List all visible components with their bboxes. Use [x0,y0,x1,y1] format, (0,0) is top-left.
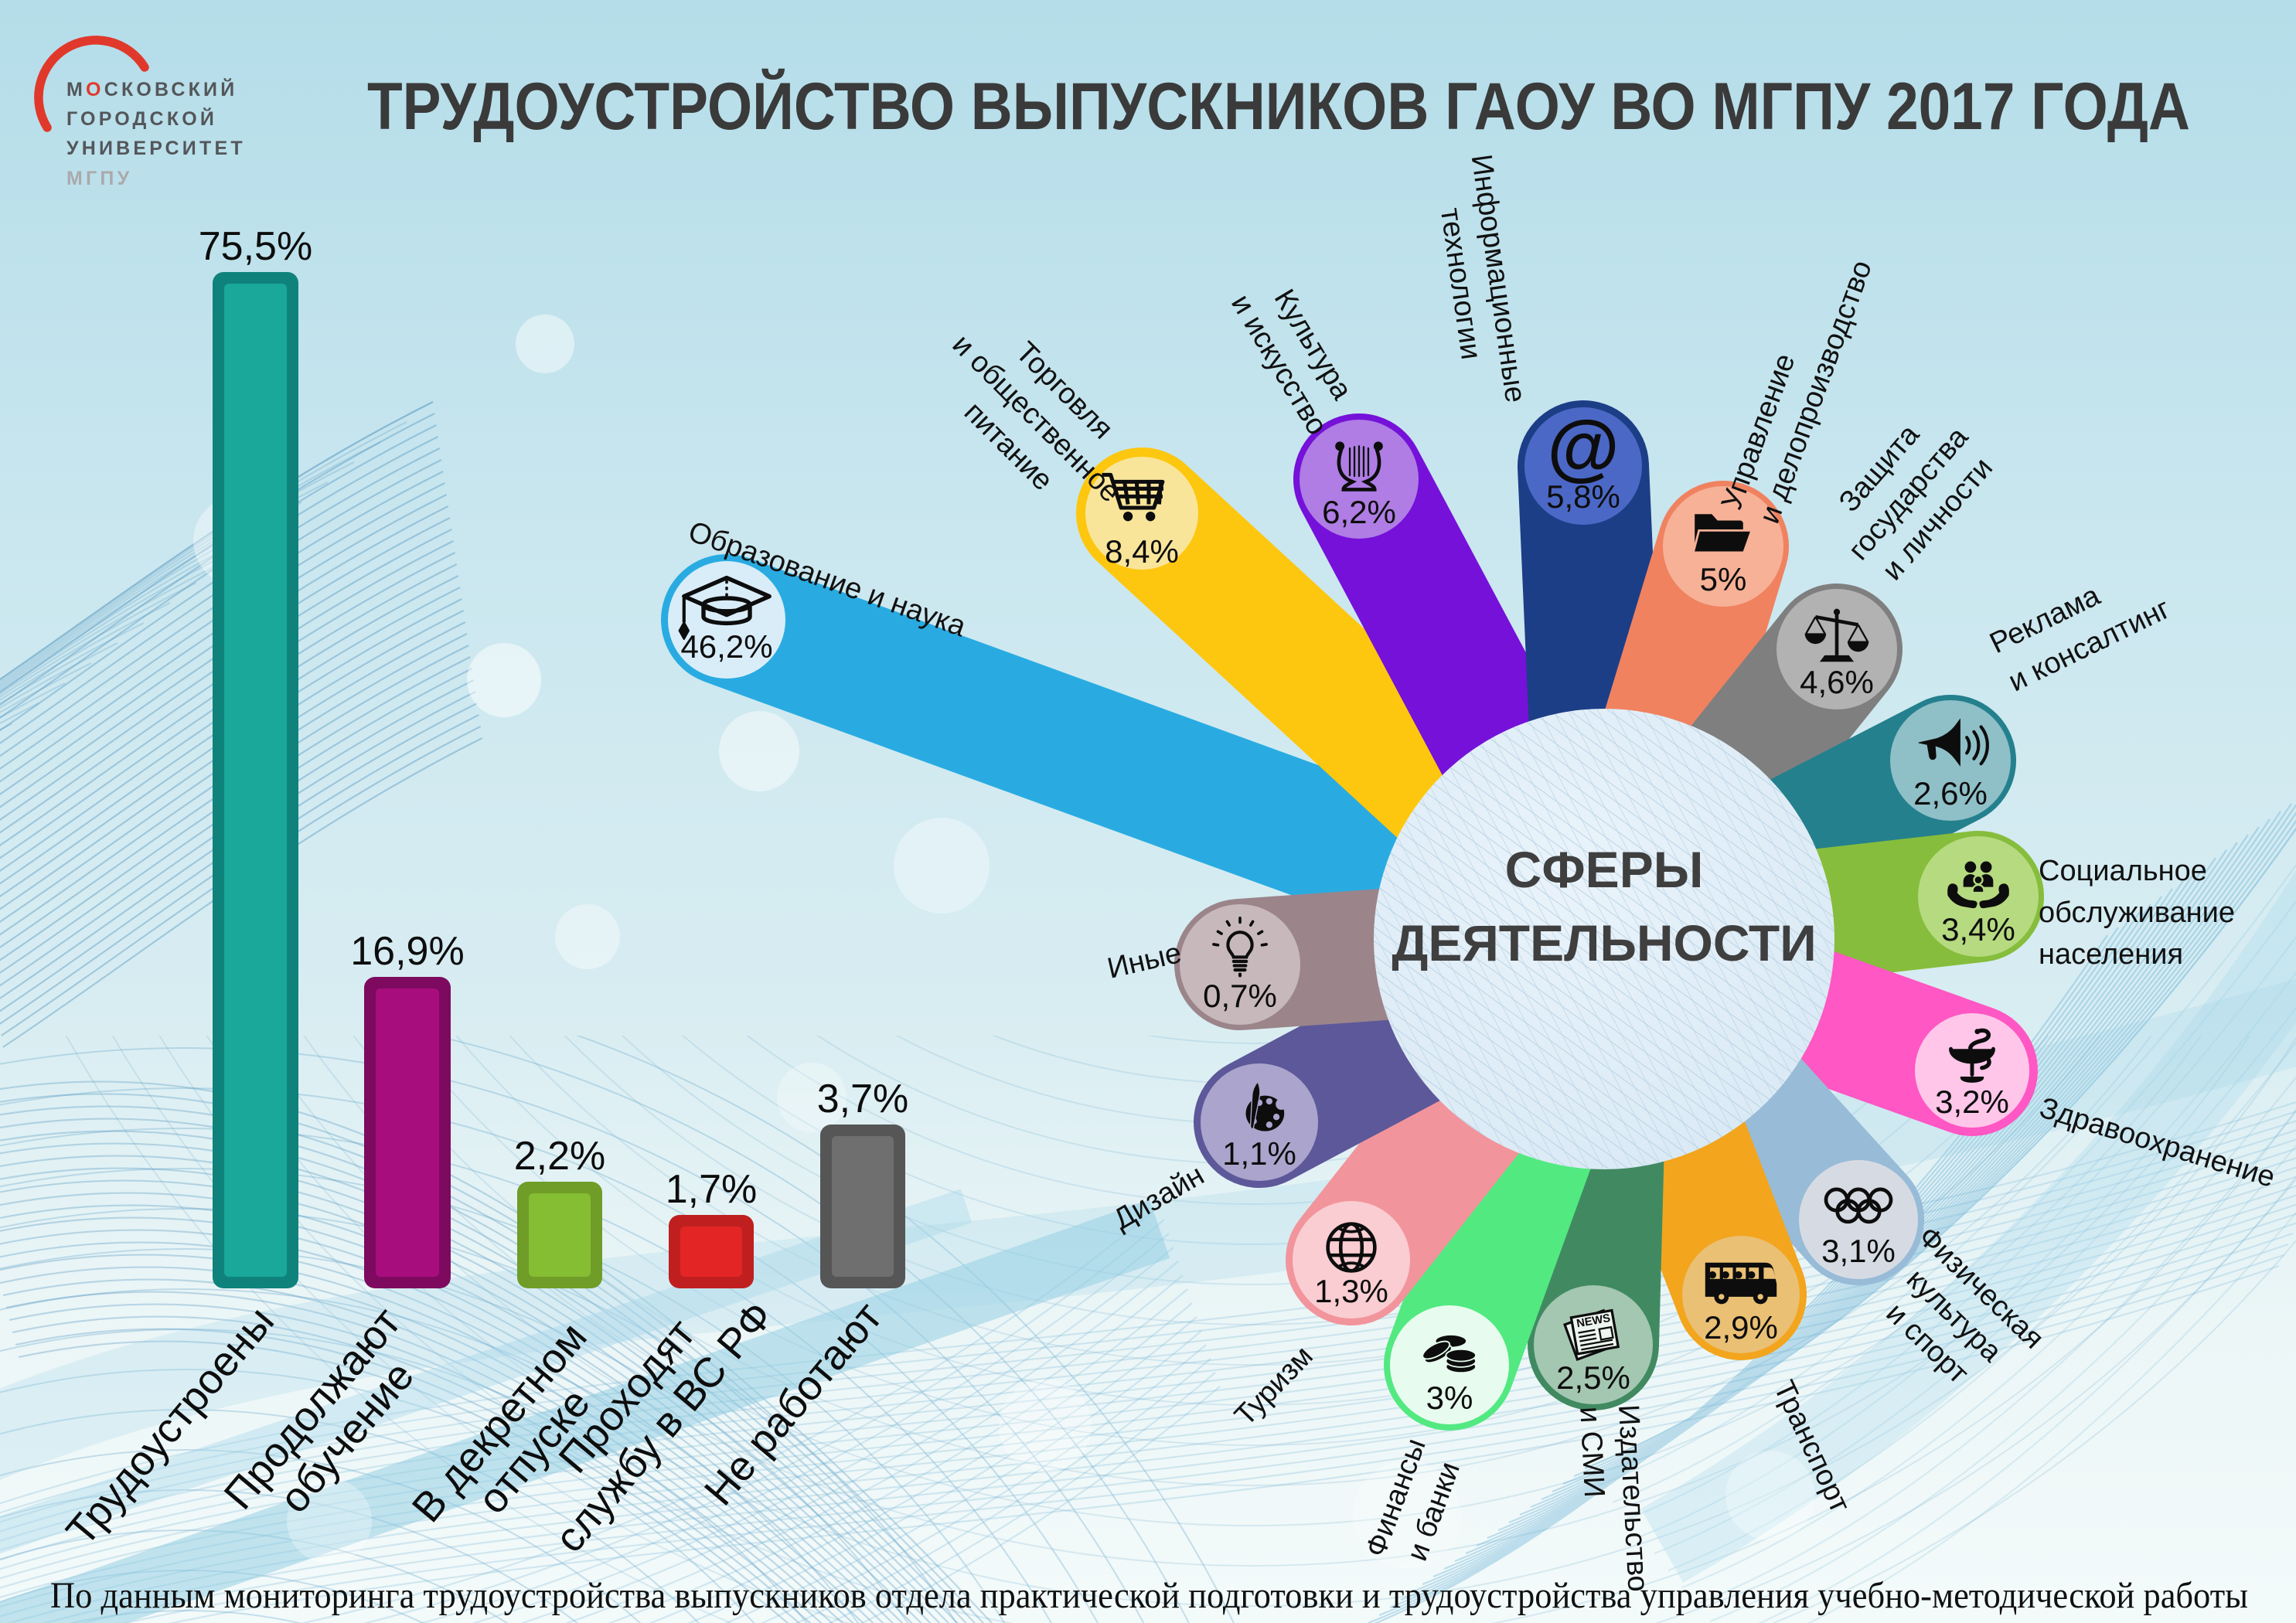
svg-text:0,7%: 0,7% [1203,978,1277,1014]
svg-text:3,1%: 3,1% [1821,1233,1896,1269]
svg-text:3,4%: 3,4% [1941,911,2015,948]
svg-text:ДЕЯТЕЛЬНОСТИ: ДЕЯТЕЛЬНОСТИ [1392,914,1816,971]
svg-text:NEWS: NEWS [1576,1312,1611,1330]
svg-text:5%: 5% [1700,561,1747,597]
svg-text:46,2%: 46,2% [680,628,772,665]
svg-text:2,6%: 2,6% [1913,775,1988,812]
svg-text:2,9%: 2,9% [1704,1309,1778,1346]
svg-text:@: @ [1547,406,1619,488]
svg-text:3%: 3% [1426,1380,1473,1416]
svg-text:75,5%: 75,5% [199,224,312,269]
svg-text:1,1%: 1,1% [1222,1135,1296,1172]
svg-text:1,7%: 1,7% [666,1167,758,1212]
svg-text:СФЕРЫ: СФЕРЫ [1505,841,1704,898]
svg-text:ТРУДОУСТРОЙСТВО ВЫПУСКНИКОВ ГА: ТРУДОУСТРОЙСТВО ВЫПУСКНИКОВ ГАОУ ВО МГПУ… [367,69,2190,144]
svg-text:3,7%: 3,7% [817,1077,909,1121]
svg-text:УНИВЕРСИТЕТ: УНИВЕРСИТЕТ [66,138,246,159]
svg-text:4,6%: 4,6% [1800,664,1874,700]
svg-text:1,3%: 1,3% [1314,1273,1388,1309]
svg-text:МГПУ: МГПУ [66,168,132,189]
svg-text:МОСКОВСКИЙ: МОСКОВСКИЙ [66,77,237,100]
svg-text:ГОРОДСКОЙ: ГОРОДСКОЙ [66,107,217,130]
svg-text:5,8%: 5,8% [1546,478,1620,515]
svg-text:2,5%: 2,5% [1556,1359,1630,1396]
svg-text:По данным мониторинга трудоуст: По данным мониторинга трудоустройства вы… [50,1575,2248,1616]
svg-text:2,2%: 2,2% [514,1134,606,1179]
svg-text:6,2%: 6,2% [1322,494,1396,530]
svg-text:8,4%: 8,4% [1105,533,1179,570]
svg-text:Издательствои СМИ: Издательствои СМИ [1573,1404,1654,1594]
svg-text:3,2%: 3,2% [1935,1084,2009,1120]
svg-text:16,9%: 16,9% [350,929,464,974]
